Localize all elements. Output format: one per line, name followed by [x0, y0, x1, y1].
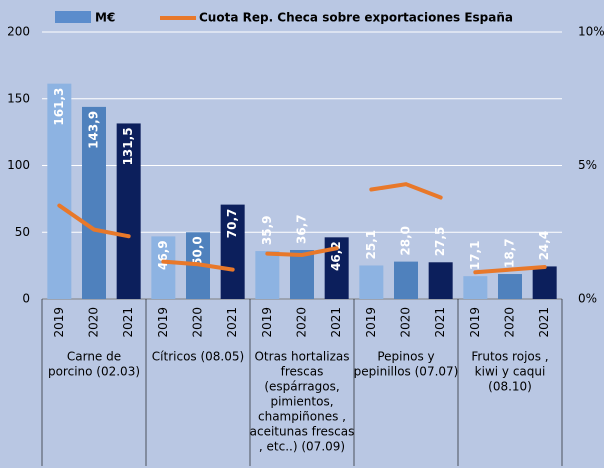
- legend-label: M€: [95, 11, 115, 25]
- y2-tick-label: 5%: [578, 158, 597, 172]
- value-label: 36,7: [295, 214, 309, 244]
- y2-tick-label: 10%: [578, 25, 604, 39]
- bar: [151, 236, 176, 299]
- value-label: 46,9: [156, 240, 170, 270]
- x-tick-label: 2020: [399, 307, 413, 338]
- group-label: pepinillos (07.07): [354, 365, 459, 379]
- y-tick-label: 100: [7, 158, 30, 172]
- x-tick-label: 2020: [503, 307, 517, 338]
- group-label: (espárragos,: [264, 380, 339, 394]
- value-label: 70,7: [225, 209, 239, 239]
- x-tick-label: 2021: [225, 307, 239, 338]
- y-tick-label: 200: [7, 25, 30, 39]
- bar: [463, 276, 488, 299]
- x-tick-label: 2021: [537, 307, 551, 338]
- group-label: aceitunas frescas: [250, 425, 355, 439]
- line-series: [473, 264, 547, 275]
- x-tick-label: 2019: [364, 307, 378, 338]
- value-label: 24,4: [537, 231, 551, 261]
- value-label: 35,9: [260, 215, 274, 245]
- bar: [532, 266, 557, 299]
- line-series: [161, 259, 235, 272]
- y2-tick-label: 0%: [578, 292, 597, 306]
- group-label: Pepinos y: [377, 350, 434, 364]
- x-tick-label: 2020: [295, 307, 309, 338]
- group-label: Carne de: [67, 350, 121, 364]
- x-tick-label: 2019: [52, 307, 66, 338]
- x-tick-label: 2020: [87, 307, 101, 338]
- bar: [82, 106, 106, 300]
- group-label: frescas: [281, 365, 324, 379]
- bar: [47, 83, 72, 300]
- group-label: pimientos,: [270, 395, 333, 409]
- x-tick-label: 2021: [121, 307, 135, 338]
- value-label: 161,3: [52, 88, 66, 126]
- value-label: 131,5: [121, 127, 135, 165]
- bar: [394, 261, 418, 299]
- value-label: 143,9: [87, 111, 101, 149]
- bar: [428, 262, 453, 299]
- group-label: champiñones ,: [258, 410, 346, 424]
- value-label: 28,0: [399, 226, 413, 256]
- bar: [255, 251, 280, 299]
- group-label: , etc..) (07.09): [259, 440, 345, 454]
- group-label: Cítricos (08.05): [152, 350, 244, 364]
- x-tick-label: 2019: [260, 307, 274, 338]
- line-series: [369, 182, 443, 200]
- value-label: 27,5: [433, 227, 447, 257]
- y-tick-label: 50: [15, 225, 30, 239]
- value-label: 50,0: [191, 236, 205, 266]
- legend-swatch: [55, 11, 91, 23]
- x-tick-label: 2021: [433, 307, 447, 338]
- bar: [359, 265, 384, 299]
- value-label: 46,2: [329, 241, 343, 271]
- line-series: [57, 203, 131, 239]
- value-label: 25,1: [364, 230, 378, 260]
- x-tick-label: 2019: [156, 307, 170, 338]
- x-tick-label: 2019: [468, 307, 482, 338]
- bar: [498, 274, 522, 299]
- y-tick-label: 0: [22, 292, 30, 306]
- legend-label: Cuota Rep. Checa sobre exportaciones Esp…: [199, 11, 513, 25]
- value-label: 18,7: [503, 238, 517, 268]
- value-label: 17,1: [468, 241, 482, 271]
- group-label: (08.10): [488, 380, 532, 394]
- bar: [116, 123, 141, 299]
- line-series: [265, 246, 339, 257]
- bar: [290, 250, 314, 299]
- x-tick-label: 2020: [191, 307, 205, 338]
- group-label: porcino (02.03): [48, 365, 140, 379]
- group-label: kiwi y caqui: [475, 365, 546, 379]
- group-label: Otras hortalizas: [254, 350, 349, 364]
- x-tick-label: 2021: [329, 307, 343, 338]
- bar: [220, 204, 245, 299]
- group-label: Frutos rojos ,: [471, 350, 548, 364]
- y-tick-label: 150: [7, 91, 30, 105]
